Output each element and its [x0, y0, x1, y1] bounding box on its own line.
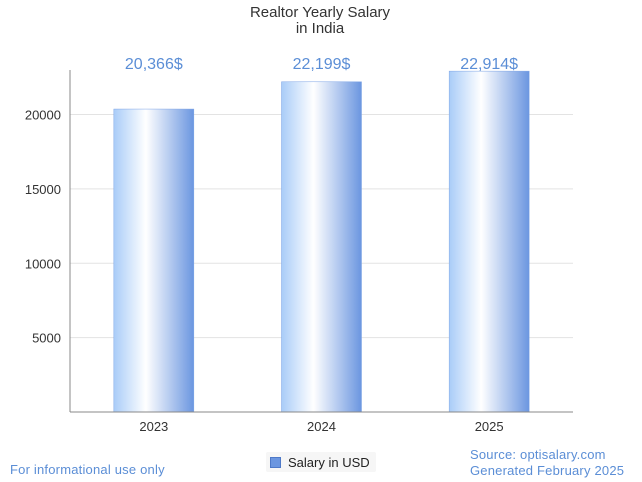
source-block: Source: optisalary.com Generated Februar… — [470, 447, 624, 479]
y-tick-label: 20000 — [25, 108, 61, 123]
legend-swatch — [270, 456, 281, 468]
data-label: 20,366$ — [125, 56, 183, 73]
chart-title-line-2: in India — [296, 20, 345, 37]
source-link[interactable]: Source: optisalary.com — [470, 447, 606, 462]
y-tick-label: 10000 — [25, 256, 61, 271]
y-axis-ticks: 5000 10000 15000 20000 — [25, 108, 61, 346]
y-tick-label: 5000 — [32, 331, 61, 346]
data-label: 22,199$ — [293, 56, 351, 73]
data-labels: 20,366$ 22,199$ 22,914$ — [125, 56, 518, 73]
disclaimer-text: For informational use only — [10, 462, 165, 477]
x-tick-label: 2024 — [307, 419, 336, 434]
bar-2023[interactable] — [113, 108, 195, 413]
y-tick-label: 15000 — [25, 182, 61, 197]
bars — [113, 70, 530, 413]
data-label: 22,914$ — [460, 56, 518, 73]
bar-2025[interactable] — [448, 70, 530, 413]
legend-label: Salary in USD — [288, 454, 370, 470]
chart-title-line-1: Realtor Yearly Salary — [250, 4, 391, 21]
bar-2024[interactable] — [281, 81, 362, 413]
generated-date: Generated February 2025 — [470, 463, 625, 478]
legend[interactable]: Salary in USD — [266, 452, 376, 472]
x-axis-labels: 2023 2024 2025 — [139, 419, 503, 434]
x-tick-label: 2025 — [475, 419, 504, 434]
x-tick-label: 2023 — [139, 419, 168, 434]
